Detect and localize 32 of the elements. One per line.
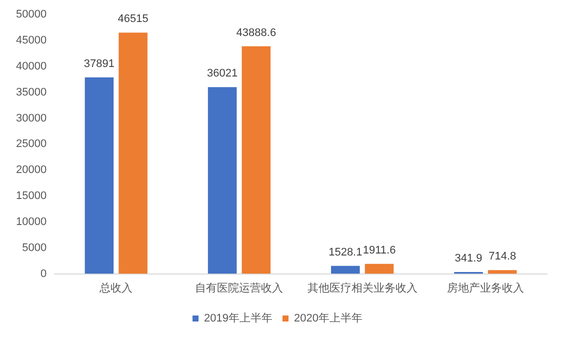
- y-tick-label: 10000: [16, 216, 47, 228]
- x-tick-label: 房地产业务收入: [446, 281, 524, 294]
- y-tick-label: 15000: [16, 190, 47, 202]
- y-tick-label: 45000: [16, 34, 47, 47]
- bar: [488, 270, 517, 274]
- data-label: 341.9: [454, 252, 482, 265]
- bar: [84, 77, 114, 274]
- bar: [364, 264, 394, 274]
- x-tick-label: 自有医院运营收入: [195, 281, 284, 294]
- y-tick-label: 30000: [16, 112, 47, 124]
- legend-label: 2019年上半年: [204, 312, 273, 325]
- data-label: 1528.1: [328, 246, 362, 258]
- data-label: 1911.6: [362, 244, 396, 256]
- data-label: 714.8: [488, 250, 516, 263]
- x-tick-label: 总收入: [98, 281, 133, 294]
- y-tick-label: 40000: [16, 60, 47, 72]
- y-tick-label: 20000: [16, 164, 47, 176]
- data-label: 37891: [84, 58, 115, 70]
- y-tick-label: 35000: [16, 86, 47, 98]
- bar: [208, 87, 237, 274]
- legend-label: 2020年上半年: [294, 312, 362, 325]
- data-label: 46515: [118, 13, 148, 26]
- y-tick-label: 0: [40, 268, 47, 280]
- data-label: 36021: [207, 68, 238, 80]
- bar: [118, 32, 148, 274]
- data-label: 43888.6: [236, 26, 276, 39]
- y-tick-label: 50000: [16, 8, 47, 21]
- y-tick-label: 5000: [22, 242, 47, 254]
- y-tick-label: 25000: [16, 138, 47, 150]
- bar: [242, 46, 271, 274]
- bar: [331, 266, 360, 274]
- x-tick-label: 其他医疗相关业务收入: [307, 281, 418, 294]
